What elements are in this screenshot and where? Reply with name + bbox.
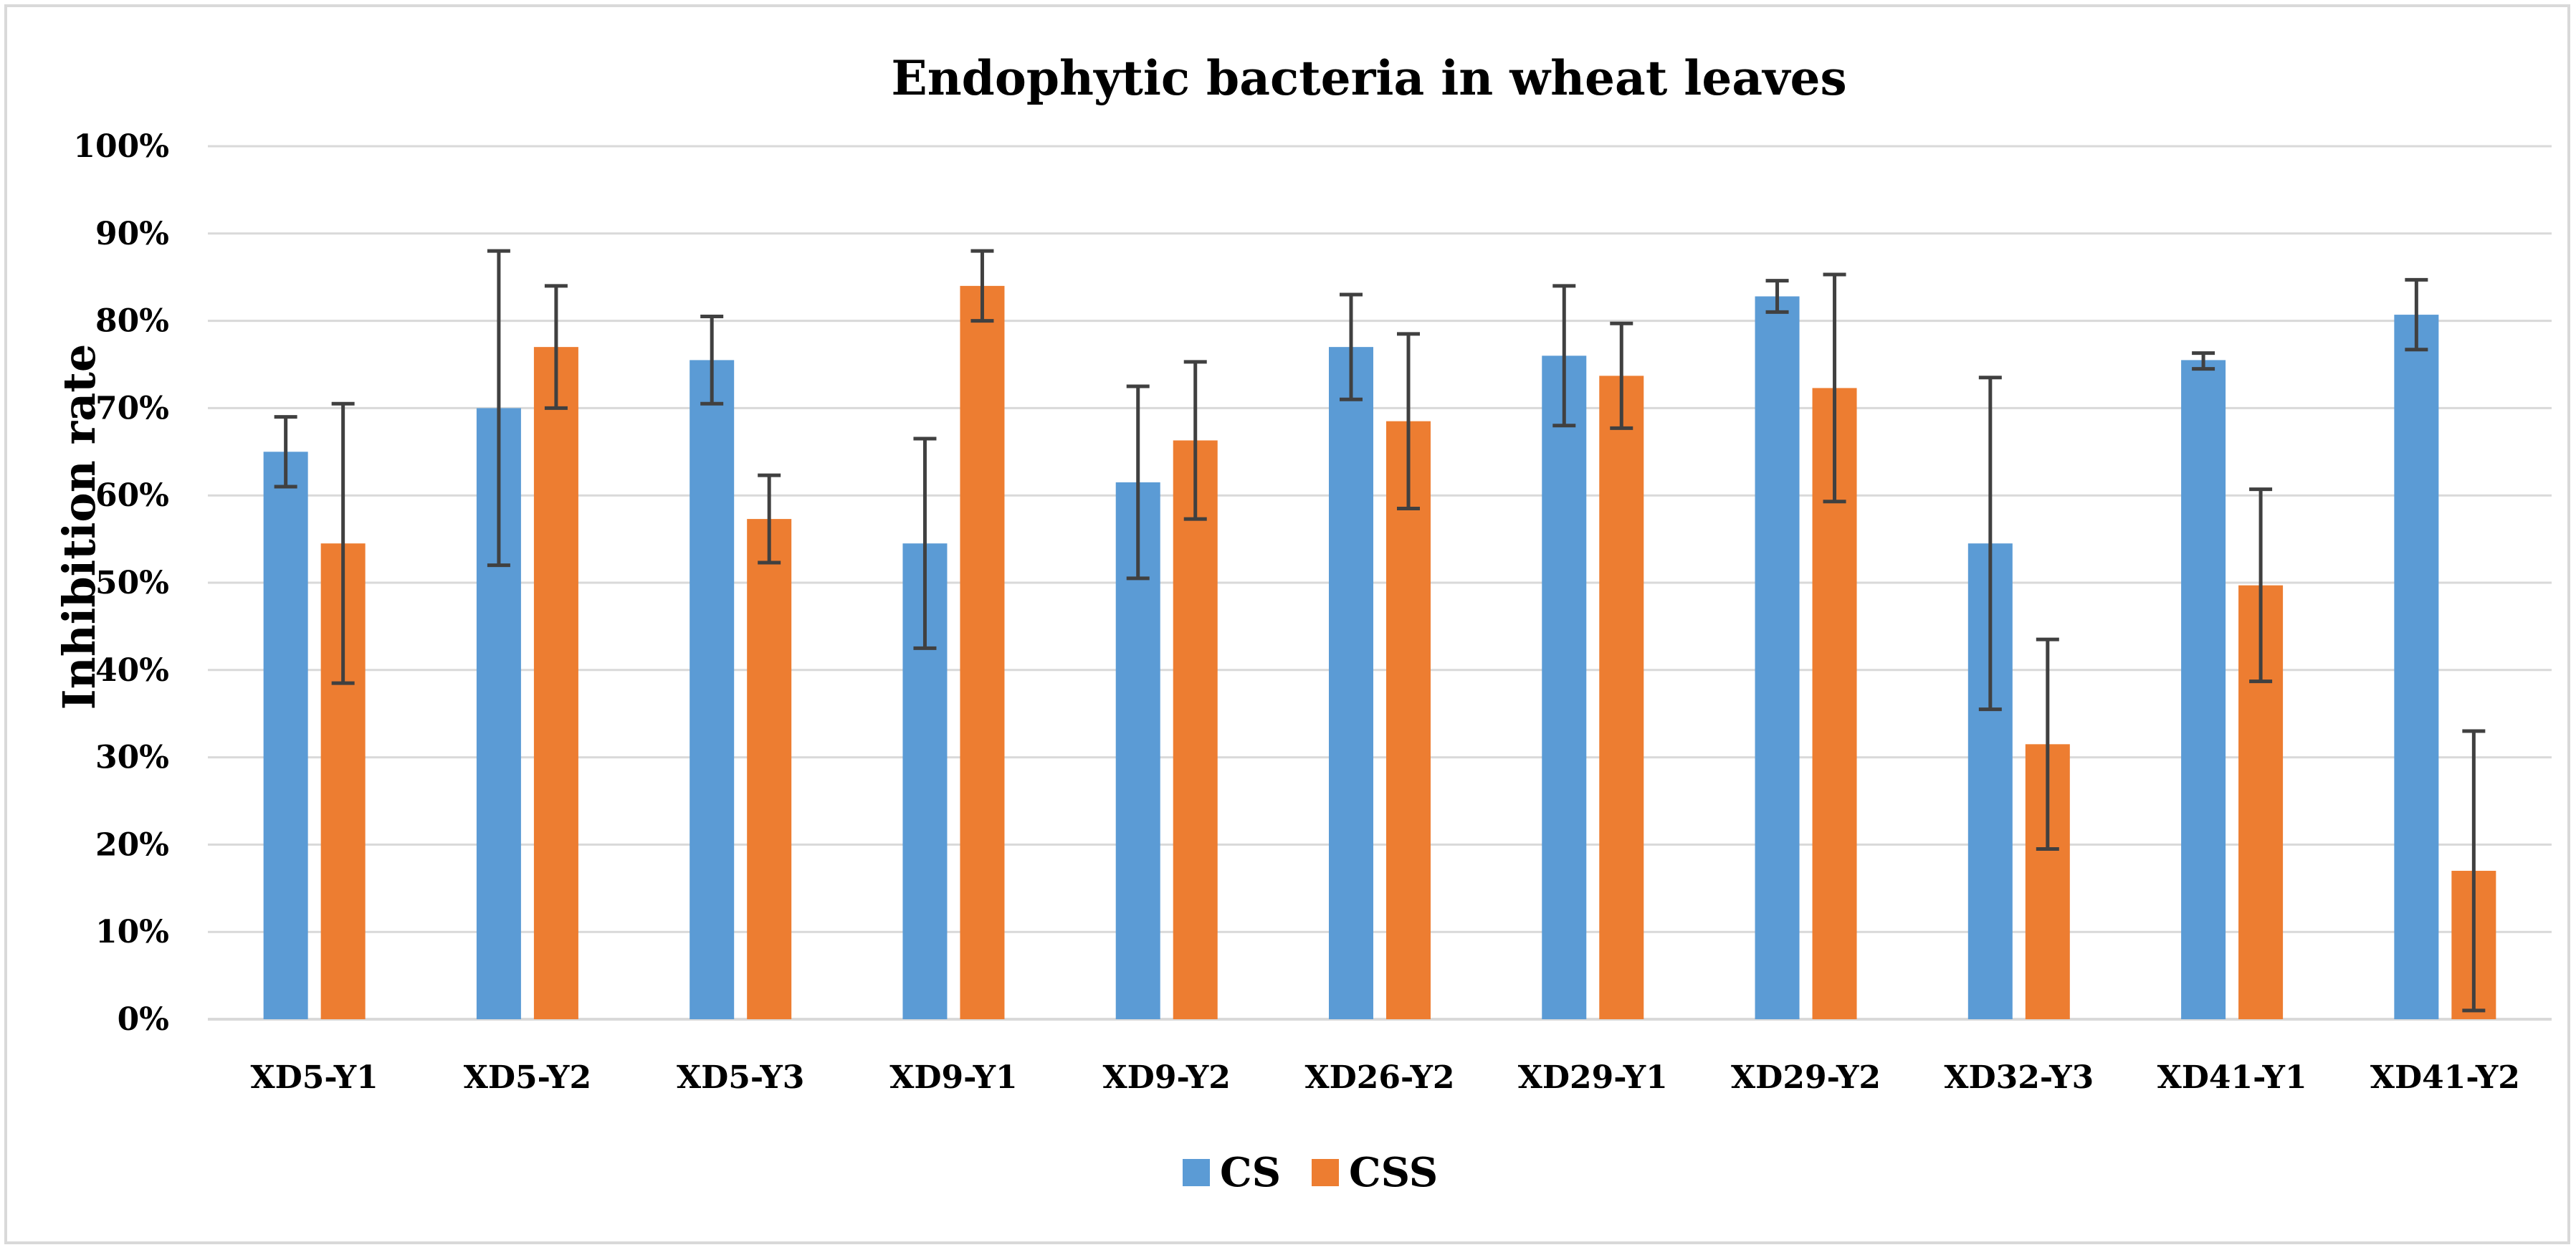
error-bar-css-xd32-y3 (2036, 637, 2059, 851)
y-tick-label: 20% (95, 826, 169, 863)
legend-label-cs: CS (1220, 1149, 1281, 1196)
x-tick-label: XD9-Y2 (1103, 1059, 1231, 1096)
x-tick-label: XD29-Y2 (1731, 1059, 1881, 1096)
y-axis-label: Inhibition rate (53, 344, 105, 710)
y-tick-label: 80% (95, 303, 169, 340)
bar-cs-xd29-y2 (1755, 296, 1800, 1020)
gridlines (208, 145, 2552, 1021)
error-bar-css-xd29-y1 (1610, 321, 1633, 430)
legend: CS CSS (1183, 1149, 1438, 1196)
error-bar-cs-xd26-y2 (1340, 292, 1363, 401)
y-tick-label: 30% (95, 740, 169, 776)
chart-title: Endophytic bacteria in wheat leaves (891, 50, 1846, 106)
error-bar-css-xd41-y2 (2462, 729, 2486, 1013)
chart-frame: Endophytic bacteria in wheat leaves Inhi… (4, 4, 2570, 1244)
bar-cs-xd41-y2 (2394, 315, 2439, 1020)
error-bar-cs-xd5-y3 (700, 315, 724, 406)
error-bar-cs-xd29-y1 (1552, 284, 1576, 428)
error-bar-css-xd9-y2 (1183, 360, 1207, 521)
bar-cs-xd5-y3 (690, 360, 735, 1019)
bars (263, 285, 2496, 1020)
error-bar-css-xd41-y1 (2249, 487, 2273, 684)
bar-css-xd5-y2 (533, 347, 578, 1019)
legend-swatch-css (1312, 1159, 1339, 1186)
legend-swatch-cs (1183, 1159, 1210, 1186)
error-bar-css-xd5-y2 (544, 284, 568, 410)
x-tick-label: XD5-Y2 (464, 1059, 591, 1096)
bar-css-xd29-y1 (1599, 376, 1644, 1019)
x-tick-label: XD32-Y3 (1944, 1059, 2094, 1096)
error-bar-cs-xd41-y1 (2192, 351, 2215, 371)
error-bar-css-xd26-y2 (1397, 332, 1420, 510)
error-bar-cs-xd5-y2 (487, 249, 510, 568)
error-bar-cs-xd5-y1 (274, 415, 297, 489)
bar-cs-xd41-y1 (2181, 360, 2226, 1019)
error-bar-cs-xd9-y2 (1126, 384, 1150, 581)
error-bar-cs-xd9-y1 (913, 436, 937, 650)
x-tick-label: XD26-Y2 (1305, 1059, 1455, 1096)
bar-css-xd9-y2 (1173, 440, 1218, 1019)
chart-canvas: Endophytic bacteria in wheat leaves Inhi… (53, 50, 2552, 1196)
error-bar-cs-xd32-y3 (1978, 376, 2002, 712)
y-tick-label: 10% (95, 914, 169, 950)
y-tick-labels: 0% 10% 20% 30% 40% 50% 60% 70% 80% 90% 100% (73, 128, 169, 1038)
x-tick-label: XD5-Y3 (677, 1059, 804, 1096)
bar-cs-xd5-y1 (263, 452, 308, 1019)
x-tick-labels: XD5-Y1 XD5-Y2 XD5-Y3 XD9-Y1 XD9-Y2 XD26-Y2 XD2… (250, 1059, 2519, 1096)
error-bar-css-xd5-y1 (331, 401, 355, 685)
legend-label-css: CSS (1349, 1149, 1438, 1196)
x-tick-label: XD9-Y1 (889, 1059, 1017, 1096)
bar-css-xd5-y3 (747, 519, 792, 1019)
bar-cs-xd26-y2 (1329, 347, 1373, 1019)
y-tick-label: 100% (73, 128, 169, 165)
error-bar-cs-xd41-y2 (2405, 277, 2428, 352)
bar-cs-xd29-y1 (1542, 356, 1587, 1019)
x-tick-label: XD5-Y1 (250, 1059, 378, 1096)
y-tick-label: 70% (95, 390, 169, 426)
y-tick-label: 50% (95, 565, 169, 601)
y-tick-label: 40% (95, 652, 169, 689)
bar-css-xd9-y1 (960, 285, 1005, 1019)
error-bar-css-xd5-y3 (758, 473, 781, 565)
error-bar-cs-xd29-y2 (1765, 279, 1789, 314)
y-tick-label: 60% (95, 477, 169, 514)
y-tick-label: 0% (118, 1001, 169, 1038)
x-tick-label: XD41-Y1 (2157, 1059, 2307, 1096)
error-bar-css-xd9-y1 (970, 249, 994, 323)
bar-css-xd26-y2 (1386, 421, 1431, 1019)
error-bar-css-xd29-y2 (1823, 272, 1846, 504)
error-bars (274, 249, 2486, 1013)
x-tick-label: XD41-Y2 (2370, 1059, 2520, 1096)
y-tick-label: 90% (95, 216, 169, 252)
x-tick-label: XD29-Y1 (1518, 1059, 1668, 1096)
